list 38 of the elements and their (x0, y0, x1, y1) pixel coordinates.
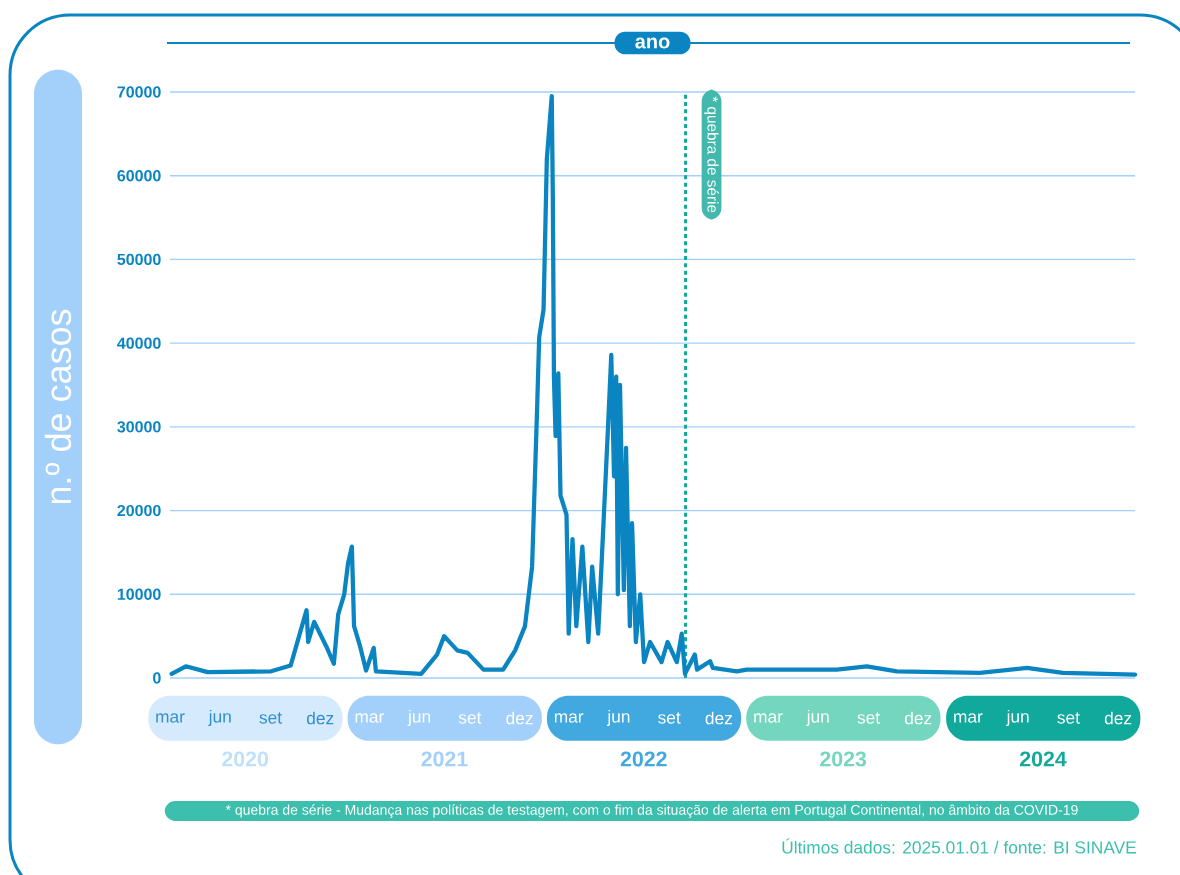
y-tick-label: 20000 (117, 504, 161, 517)
x-tick-label: dez (1104, 711, 1132, 725)
x-tick-label: set (1057, 712, 1080, 724)
x-tick-label: mar (954, 713, 983, 723)
y-tick-label: 60000 (117, 170, 161, 182)
x-axis-title: ano (635, 37, 670, 49)
x-tick-label: dez (506, 711, 533, 725)
x-tick-label: set (259, 712, 282, 724)
x-tick-label: dez (705, 711, 732, 725)
y-tick-label: 30000 (117, 421, 161, 433)
x-tick-label: mar (554, 713, 584, 723)
x-tick-label: jun (806, 709, 829, 727)
y-tick-label: 40000 (117, 337, 161, 349)
x-tick-label: jun (407, 709, 431, 727)
text: 2022 (620, 751, 667, 767)
y-tick-label: 10000 (117, 588, 161, 600)
x-tick-label: set (458, 712, 482, 724)
text: Últimos dados: 2025.01.01 / fonte: BI SINAVE (782, 838, 1136, 854)
text: * quebra de série - Mudança nas políticas de testagem, com o fim da situação de alerta em Portugal Continental, no âmbito da COVID-19 (225, 804, 1078, 818)
text: 2024 (1020, 751, 1067, 767)
x-tick-label: jun (208, 709, 231, 727)
text: 2021 (421, 751, 468, 767)
text: 2023 (820, 751, 867, 767)
y-tick-label: 70000 (117, 86, 161, 98)
y-axis-title: n.º de casos (44, 309, 72, 504)
x-tick-label: jun (606, 709, 630, 727)
x-tick-label: dez (306, 711, 334, 725)
x-tick-label: jun (1006, 709, 1029, 727)
y-tick-label: 0 (153, 672, 161, 684)
x-tick-label: mar (355, 713, 384, 723)
x-tick-label: set (857, 712, 880, 724)
x-tick-label: mar (754, 713, 783, 723)
x-tick-label: mar (156, 713, 185, 723)
x-tick-label: dez (904, 711, 932, 725)
y-tick-label: 50000 (117, 253, 161, 266)
x-tick-label: set (658, 712, 681, 724)
ref-line-label: * quebra de série (704, 96, 719, 213)
text: 2020 (222, 751, 268, 767)
